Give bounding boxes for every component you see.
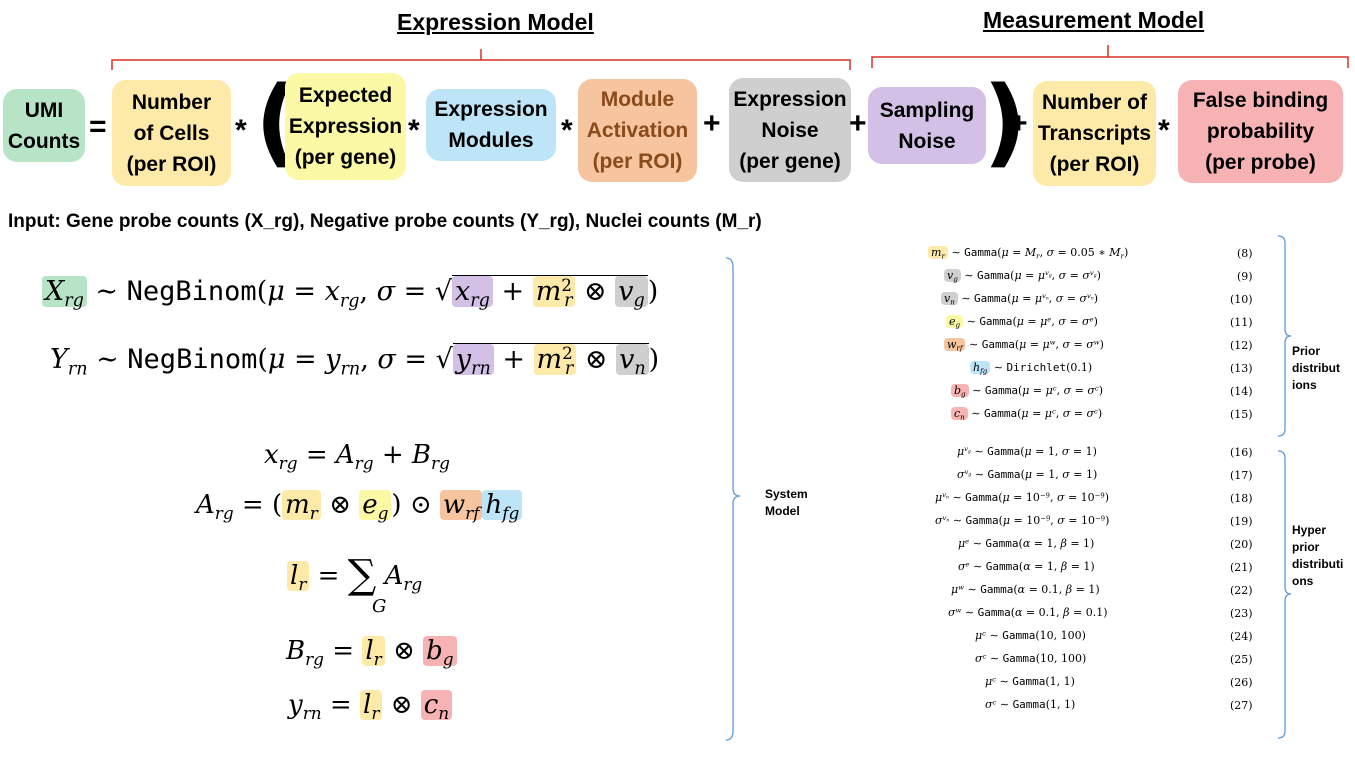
hyper-mu-c-2: μc ∼ Gamma(1, 1) bbox=[985, 675, 1075, 688]
hyper-sigma-e: σe ∼ Gamma(α = 1, β = 1) bbox=[958, 560, 1095, 573]
input-description: Input: Gene probe counts (X_rg), Negativ… bbox=[8, 211, 762, 232]
umi-counts-box: UMI Counts bbox=[3, 89, 85, 162]
eq-number-21: (21) bbox=[1230, 561, 1253, 574]
hyper-sigma-vn: σvn ∼ Gamma(μ = 10−9, σ = 10−9) bbox=[935, 514, 1110, 527]
hyper-prior-label: Hyper prior distributi ons bbox=[1292, 523, 1344, 588]
hyper-sigma-c-2: σc ∼ Gamma(1, 1) bbox=[985, 698, 1076, 711]
prior-distributions-label: Prior distribut ions bbox=[1292, 344, 1340, 392]
expression-noise-box: Expression Noise (per gene) bbox=[729, 78, 851, 182]
equation-y-term: yrn = lr ⊗ cn bbox=[288, 690, 453, 723]
multiply-operator-1: * bbox=[235, 114, 247, 147]
plus-operator-3: + bbox=[1010, 107, 1028, 140]
eq-number-8: (8) bbox=[1237, 247, 1253, 260]
prior-vn: vn ∼ Gamma(μ = μvn, σ = σvn) bbox=[941, 292, 1098, 307]
hyper-mu-vn: μvn ∼ Gamma(μ = 10−9, σ = 10−9) bbox=[935, 491, 1110, 504]
module-activation-box: Module Activation (per ROI) bbox=[578, 79, 697, 182]
measurement-model-title: Measurement Model bbox=[983, 7, 1205, 33]
equation-y-likelihood: Yrn ∼ NegBinom(μ = yrn, σ = √ yrn + m2r ⊗… bbox=[50, 343, 660, 380]
multiply-operator-4: * bbox=[1158, 114, 1170, 147]
prior-m: mr ∼ Gamma(μ = Mr, σ = 0.05 ∗ Mr) bbox=[928, 246, 1128, 261]
eq-number-25: (25) bbox=[1230, 653, 1253, 666]
prior-cn: cn ∼ Gamma(μ = μc, σ = σc) bbox=[951, 407, 1102, 422]
sum-index-g: G bbox=[372, 596, 387, 617]
prior-hfg: hfg ∼ Dirichlet(0.1) bbox=[970, 361, 1092, 376]
multiply-operator-3: * bbox=[561, 114, 573, 147]
eq-number-26: (26) bbox=[1230, 676, 1253, 689]
hyper-mu-vg: μvg ∼ Gamma(μ = 1, σ = 1) bbox=[957, 445, 1097, 458]
false-binding-box: False binding probability (per probe) bbox=[1178, 80, 1343, 183]
hyper-sigma-c-1: σc ∼ Gamma(10, 100) bbox=[975, 652, 1087, 665]
eq-number-18: (18) bbox=[1230, 492, 1253, 505]
equation-x-likelihood: Xrg ∼ NegBinom(μ = xrg, σ = √ xrg + m2r ⊗… bbox=[42, 275, 658, 311]
hyper-sigma-vg: σvg ∼ Gamma(μ = 1, σ = 1) bbox=[957, 468, 1098, 481]
prior-distributions-brace bbox=[1277, 235, 1292, 437]
eq-number-15: (15) bbox=[1230, 408, 1253, 421]
equals-operator: = bbox=[89, 110, 107, 143]
eq-number-9: (9) bbox=[1237, 270, 1253, 283]
eq-number-23: (23) bbox=[1230, 607, 1253, 620]
eq-number-19: (19) bbox=[1230, 515, 1253, 528]
eq-number-20: (20) bbox=[1230, 538, 1253, 551]
system-model-label: System Model bbox=[765, 487, 808, 518]
hyper-mu-e: μe ∼ Gamma(α = 1, β = 1) bbox=[958, 537, 1095, 550]
eq-number-10: (10) bbox=[1230, 293, 1253, 306]
eq-number-24: (24) bbox=[1230, 630, 1253, 643]
close-parenthesis: ) bbox=[983, 66, 1027, 178]
multiply-operator-2: * bbox=[408, 114, 420, 147]
eq-number-22: (22) bbox=[1230, 584, 1253, 597]
expression-model-title: Expression Model bbox=[397, 9, 594, 35]
expression-model-bracket bbox=[111, 45, 1349, 70]
prior-eg: eg ∼ Gamma(μ = μe, σ = σe) bbox=[946, 315, 1098, 330]
equation-x-decomposition: xrg = Arg + Brg bbox=[264, 440, 450, 473]
plus-operator-2: + bbox=[849, 107, 867, 140]
system-model-brace bbox=[725, 257, 741, 741]
expression-modules-box: Expression Modules bbox=[426, 89, 556, 161]
equation-a-term: Arg = (mr ⊗ eg) ⊙ wrf hfg bbox=[196, 490, 523, 523]
prior-bg: bg ∼ Gamma(μ = μc, σ = σc) bbox=[951, 384, 1103, 399]
eq-number-11: (11) bbox=[1230, 316, 1253, 329]
number-of-cells-box: Number of Cells (per ROI) bbox=[112, 80, 231, 186]
eq-number-16: (16) bbox=[1230, 446, 1253, 459]
hyper-mu-c-1: μc ∼ Gamma(10, 100) bbox=[975, 629, 1086, 642]
eq-number-14: (14) bbox=[1230, 385, 1253, 398]
hyper-mu-w: μw ∼ Gamma(α = 0.1, β = 1) bbox=[951, 583, 1100, 596]
eq-number-27: (27) bbox=[1230, 699, 1253, 712]
number-of-transcripts-box: Number of Transcripts (per ROI) bbox=[1033, 81, 1156, 186]
eq-number-17: (17) bbox=[1230, 469, 1253, 482]
eq-number-13: (13) bbox=[1230, 362, 1253, 375]
sampling-noise-box: Sampling Noise bbox=[868, 87, 986, 164]
expected-expression-box: Expected Expression (per gene) bbox=[285, 73, 406, 180]
eq-number-12: (12) bbox=[1230, 339, 1253, 352]
equation-b-term: Brg = lr ⊗ bg bbox=[286, 636, 457, 669]
prior-vg: vg ∼ Gamma(μ = μvg, σ = σvg) bbox=[944, 269, 1101, 284]
prior-wrf: wrf ∼ Gamma(μ = μw, σ = σw) bbox=[944, 338, 1104, 353]
plus-operator-1: + bbox=[703, 107, 721, 140]
hyper-prior-brace bbox=[1277, 450, 1292, 739]
equation-l-term: lr = ∑ Arg bbox=[287, 552, 422, 598]
hyper-sigma-w: σw ∼ Gamma(α = 0.1, β = 0.1) bbox=[948, 606, 1108, 619]
